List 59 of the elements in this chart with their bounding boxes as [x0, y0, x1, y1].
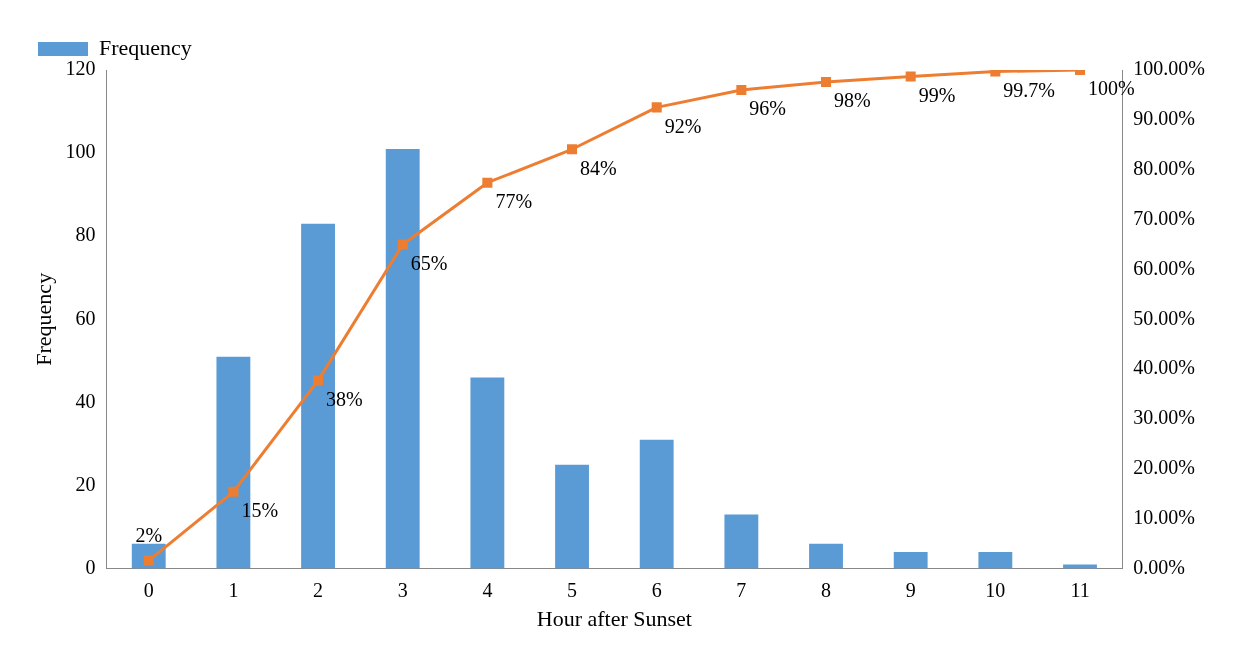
- x-tick-label: 1: [228, 578, 239, 601]
- bar: [978, 551, 1013, 569]
- y2-tick-label: 100.00%: [1133, 57, 1206, 80]
- point: [820, 76, 832, 87]
- bar: [724, 514, 759, 569]
- y-tick-label: 80: [75, 223, 96, 246]
- bar: [1063, 564, 1097, 569]
- point: [228, 486, 239, 497]
- y2-tick-label: 70.00%: [1133, 206, 1196, 229]
- y-tick-label: 60: [75, 306, 96, 329]
- point: [482, 177, 493, 188]
- legend-label: Frequency: [99, 34, 192, 60]
- data-label: 98%: [834, 89, 871, 112]
- point: [567, 144, 578, 155]
- bar: [893, 551, 928, 569]
- data-label: 77%: [495, 189, 533, 212]
- data-label: 2%: [135, 523, 163, 546]
- bar: [470, 377, 505, 569]
- point: [651, 102, 662, 113]
- x-tick-label: 5: [567, 578, 578, 601]
- y2-tick-label: 50.00%: [1133, 306, 1196, 329]
- data-label: 99.7%: [1003, 78, 1056, 101]
- x-tick-label: 0: [143, 578, 154, 601]
- x-tick-label: 11: [1070, 578, 1090, 601]
- x-tick-label: 4: [482, 578, 493, 601]
- y-tick-label: 120: [65, 57, 96, 80]
- y-tick-label: 20: [75, 472, 96, 495]
- y-tick-label: 40: [75, 389, 96, 412]
- x-tick-label: 8: [821, 578, 832, 601]
- point: [313, 375, 324, 386]
- y2-tick-label: 30.00%: [1133, 406, 1196, 429]
- y-tick-label: 100: [65, 140, 96, 163]
- y2-tick-label: 80.00%: [1133, 156, 1196, 179]
- x-tick-label: 9: [905, 578, 916, 601]
- y-tick-label: 0: [85, 555, 96, 578]
- point: [905, 71, 916, 82]
- y2-tick-label: 60.00%: [1133, 256, 1196, 279]
- x-tick-label: 10: [985, 578, 1006, 601]
- y2-tick-label: 40.00%: [1133, 356, 1196, 379]
- data-label: 84%: [580, 156, 617, 179]
- point: [397, 239, 408, 250]
- data-label: 96%: [749, 97, 787, 120]
- bar: [555, 464, 589, 569]
- x-tick-label: 6: [651, 578, 662, 601]
- data-label: 99%: [918, 83, 956, 106]
- y2-tick-label: 20.00%: [1133, 456, 1196, 479]
- y2-tick-label: 90.00%: [1133, 107, 1196, 130]
- x-tick-label: 2: [313, 578, 324, 601]
- bar: [639, 439, 674, 569]
- x-axis-title: Hour after Sunset: [536, 605, 692, 631]
- y-axis-title: Frequency: [30, 272, 56, 366]
- data-label: 92%: [664, 114, 702, 137]
- x-tick-label: 7: [736, 578, 747, 601]
- point: [736, 84, 747, 95]
- bar: [809, 543, 843, 569]
- x-tick-label: 3: [397, 578, 408, 601]
- y2-tick-label: 10.00%: [1133, 505, 1196, 528]
- y2-tick-label: 0.00%: [1133, 555, 1186, 578]
- data-label: 100%: [1088, 77, 1135, 100]
